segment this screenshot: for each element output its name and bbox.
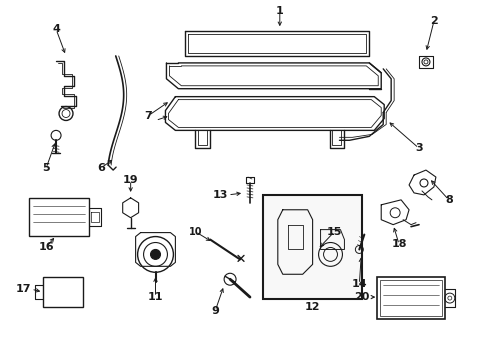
Text: 9: 9 [211,306,219,316]
Bar [380,280,441,316]
Text: 13: 13 [212,190,227,200]
Text: 2: 2 [429,16,437,26]
Text: 1: 1 [275,6,283,16]
Text: 20: 20 [353,292,368,302]
Text: 14: 14 [351,279,366,289]
Text: 16: 16 [38,243,54,252]
Bar [263,195,362,299]
Text: 11: 11 [147,292,163,302]
Text: 17: 17 [16,284,31,294]
Text: 5: 5 [42,163,50,173]
Bar [29,198,89,235]
Circle shape [150,249,160,260]
Text: 8: 8 [444,195,452,205]
Bar [43,277,83,307]
Text: 4: 4 [52,24,60,34]
Text: 19: 19 [122,175,138,185]
Text: 7: 7 [144,111,152,121]
Text: 3: 3 [414,143,422,153]
Text: 15: 15 [326,226,342,237]
Text: 18: 18 [390,239,406,249]
Text: 6: 6 [97,163,104,173]
Bar [376,277,444,319]
Text: 10: 10 [188,226,202,237]
Text: 12: 12 [304,302,320,312]
